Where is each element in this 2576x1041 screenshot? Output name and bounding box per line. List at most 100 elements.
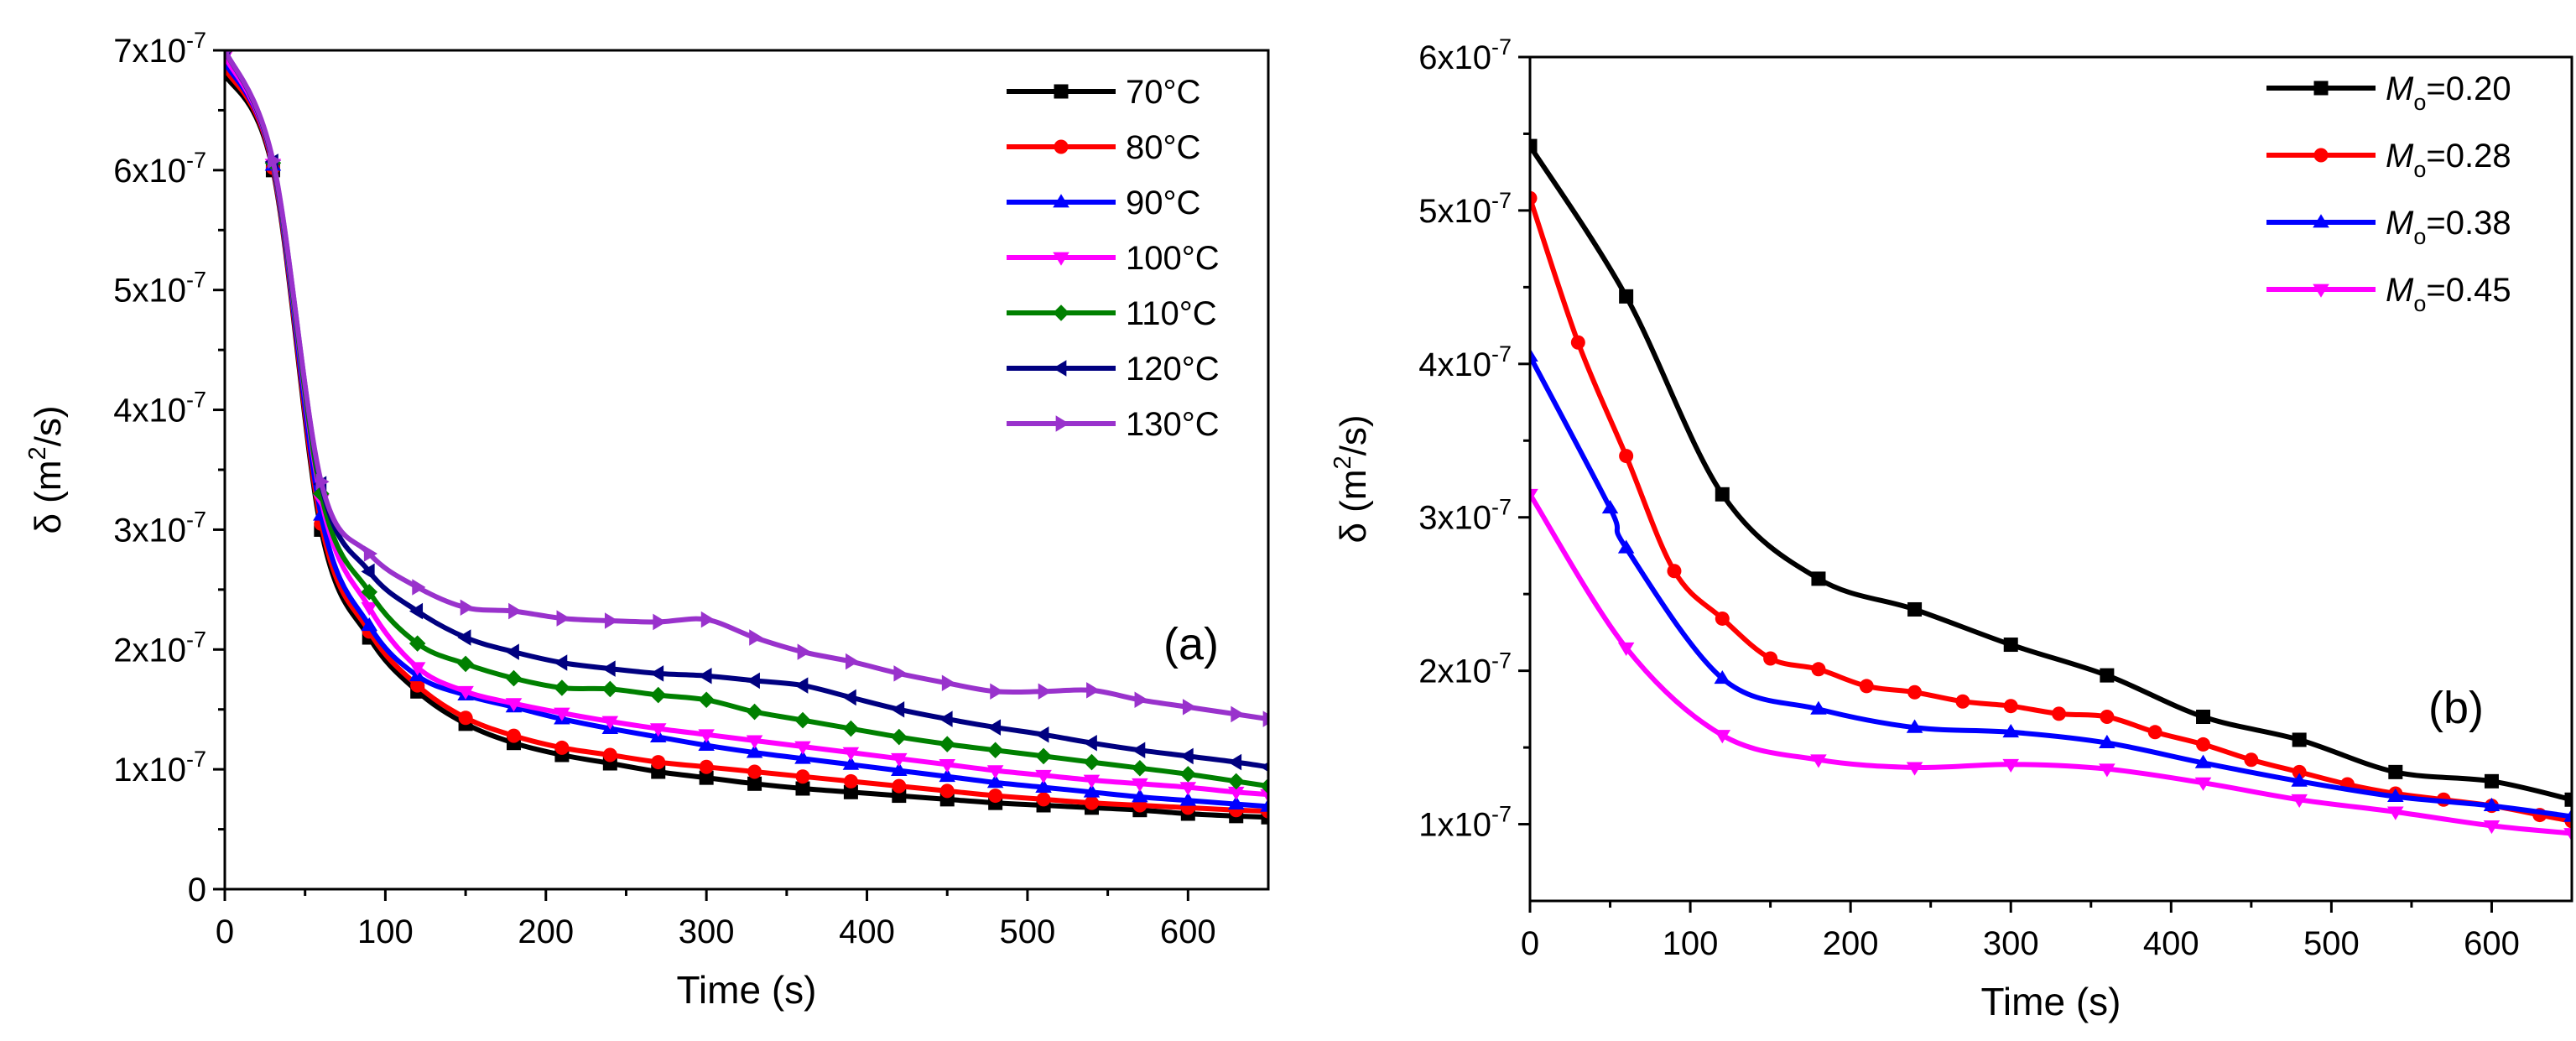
panel-label: (b) — [2428, 683, 2484, 733]
data-point — [653, 613, 667, 631]
y-tick-label: 2x10-7 — [1418, 648, 1512, 690]
data-point — [698, 667, 712, 684]
data-point — [941, 674, 956, 692]
data-point — [2100, 710, 2115, 725]
data-point — [842, 689, 856, 706]
data-point — [1260, 778, 1268, 794]
data-point — [842, 747, 860, 761]
data-point — [2194, 754, 2212, 768]
data-point — [746, 735, 763, 749]
data-point — [1179, 782, 1197, 796]
legend-label: 90°C — [1126, 185, 1200, 221]
data-point — [1036, 792, 1051, 807]
data-point — [1179, 766, 1197, 783]
y-tick-label: 4x10-7 — [1418, 341, 1512, 383]
data-point — [990, 683, 1004, 700]
data-point — [361, 617, 378, 632]
x-tick-label: 300 — [679, 913, 735, 950]
data-point — [2244, 752, 2259, 768]
data-point — [2002, 758, 2020, 773]
data-point — [2387, 806, 2404, 820]
x-tick-label: 300 — [1983, 925, 2039, 962]
y-tick-label: 5x10-7 — [1418, 188, 1512, 230]
data-point — [843, 784, 858, 799]
data-point — [2194, 777, 2212, 791]
x-tick-label: 0 — [216, 913, 234, 950]
data-point — [699, 770, 714, 785]
data-point — [1811, 571, 1826, 586]
data-point — [891, 700, 905, 718]
data-point — [1083, 734, 1097, 752]
data-point — [409, 602, 424, 620]
legend-marker — [2313, 214, 2329, 228]
data-point — [893, 665, 908, 682]
data-point — [2196, 710, 2211, 725]
data-point — [700, 611, 715, 628]
legend-marker — [1053, 304, 1069, 321]
data-point — [794, 711, 811, 729]
data-point — [1038, 683, 1052, 700]
x-tick-label: 600 — [2464, 925, 2520, 962]
data-point — [1179, 747, 1194, 765]
y-tick-label: 1x10-7 — [113, 747, 206, 789]
data-point — [939, 783, 955, 799]
data-point — [649, 665, 664, 682]
data-point — [795, 769, 810, 784]
legend-marker — [1053, 252, 1069, 266]
data-point — [2099, 763, 2115, 778]
data-point — [457, 685, 474, 700]
y-tick-label: 3x10-7 — [1418, 495, 1512, 537]
data-point — [602, 747, 617, 763]
data-point — [1182, 699, 1197, 716]
series-line — [225, 50, 1268, 789]
data-point — [556, 610, 570, 627]
data-point — [2002, 724, 2020, 738]
data-point — [2003, 638, 2018, 653]
chart-panel-b: 0 100 200 300 400 500 600 1x10-7 2x10-7 3x10-7 4x1… — [1330, 34, 2573, 1023]
data-point — [1617, 642, 1635, 656]
data-point — [2003, 699, 2018, 714]
legend-label: Mo=0.20 — [2386, 70, 2511, 115]
data-point — [891, 762, 908, 776]
data-point — [1227, 786, 1245, 801]
series-line — [225, 50, 1268, 722]
data-point — [986, 719, 1002, 736]
data-point — [842, 756, 860, 770]
data-point — [891, 752, 908, 768]
data-point — [1083, 753, 1101, 771]
data-point — [2563, 828, 2572, 842]
data-point — [891, 728, 908, 746]
data-point — [1810, 754, 1827, 768]
x-tick-label: 200 — [1823, 925, 1879, 962]
series-line — [225, 73, 1268, 820]
data-point — [458, 710, 473, 726]
data-point — [2052, 706, 2067, 721]
data-point — [1086, 682, 1101, 699]
data-point — [846, 653, 860, 670]
data-point — [1714, 670, 1731, 684]
data-point — [410, 678, 425, 693]
data-point — [794, 750, 811, 764]
data-point — [1035, 778, 1052, 793]
data-point — [1227, 753, 1242, 771]
data-point — [746, 703, 763, 721]
data-point — [2292, 764, 2307, 779]
x-tick-label: 100 — [357, 913, 414, 950]
data-point — [1260, 762, 1268, 773]
series-line — [1530, 492, 2572, 836]
y-tick-label: 3x10-7 — [113, 507, 206, 549]
data-point — [1262, 710, 1268, 727]
data-point — [1907, 684, 1923, 700]
data-point — [409, 635, 426, 652]
data-point — [2291, 773, 2308, 787]
data-point — [1530, 138, 1538, 154]
legend-label: Mo=0.38 — [2386, 205, 2511, 249]
data-point — [505, 669, 523, 687]
legend-label: Mo=0.28 — [2386, 138, 2511, 182]
x-tick-label: 500 — [1000, 913, 1056, 950]
data-point — [412, 579, 426, 596]
y-tick-label: 4x10-7 — [113, 388, 206, 429]
y-tick-label: 7x10-7 — [113, 28, 206, 70]
data-point — [986, 742, 1004, 759]
